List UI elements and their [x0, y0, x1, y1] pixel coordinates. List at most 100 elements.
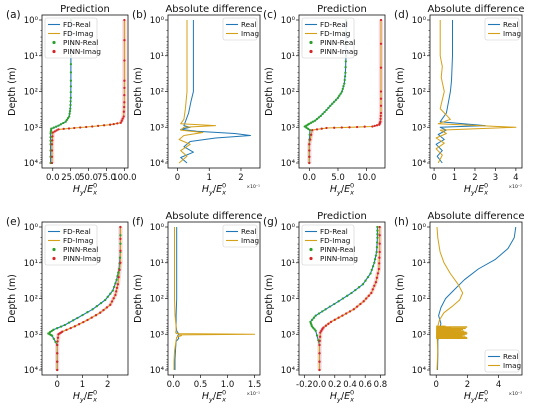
- panel-label: (c): [263, 9, 277, 21]
- series-pinn-imag-point: [375, 276, 379, 279]
- series-pinn-imag-point: [56, 343, 59, 347]
- series-pinn-imag-point: [340, 126, 343, 129]
- series-real-line: [435, 20, 486, 164]
- legend-entry: Imag: [241, 29, 259, 38]
- y-tick-label: 10³: [412, 330, 426, 340]
- series-pinn-real-point: [312, 326, 315, 329]
- series-pinn-real-point: [343, 78, 346, 82]
- series-pinn-real-point: [334, 98, 338, 101]
- x-tick-label: 0: [175, 173, 180, 183]
- x-tick-label: 25.0: [61, 173, 80, 183]
- y-tick-label: 10²: [412, 295, 426, 305]
- y-axis-title: Depth (m): [7, 67, 18, 116]
- plot-area: [47, 225, 123, 372]
- legend-marker: [309, 40, 313, 45]
- y-tick-label: 10²: [24, 88, 38, 98]
- series-pinn-real-point: [49, 135, 52, 139]
- series-pinn-real-point: [49, 139, 52, 142]
- plot-area: [173, 227, 256, 370]
- series-pinn-imag-point: [378, 256, 381, 259]
- series-pinn-real-point: [69, 107, 72, 110]
- series-real-line: [437, 226, 517, 371]
- panel-label: (a): [6, 9, 21, 21]
- series-pinn-imag-point: [62, 127, 65, 131]
- series-pinn-imag-point: [86, 318, 89, 322]
- series-pinn-real-point: [369, 272, 372, 275]
- series-pinn-real-point: [49, 132, 52, 135]
- series-pinn-real-point: [341, 297, 345, 300]
- series-pinn-real-point: [343, 75, 347, 78]
- legend-entry: FD-Imag: [63, 236, 93, 245]
- series-pinn-imag-point: [318, 339, 321, 343]
- series-pinn-real-point: [341, 87, 344, 91]
- series-pinn-imag-point: [379, 114, 382, 118]
- x-tick-label: -0.2: [296, 380, 313, 390]
- legend-entry: FD-Imag: [63, 29, 93, 38]
- series-pinn-real-point: [370, 268, 373, 272]
- legend-box: [301, 17, 355, 59]
- series-pinn-imag-point: [90, 316, 93, 319]
- x-tick-label: 50.0: [79, 173, 98, 183]
- series-pinn-imag-point: [379, 42, 383, 45]
- series-pinn-imag-point: [50, 143, 54, 146]
- panel-g: 10⁰ 10¹ 10² 10³ 10⁴-0.2 0.0 0.2 0.4 0.6 0.8 Predic…: [263, 211, 387, 404]
- legend-entry: FD-Real: [63, 227, 91, 236]
- y-tick-label: 10⁴: [281, 159, 296, 169]
- series-pinn-imag-point: [378, 234, 381, 237]
- y-tick-label: 10²: [281, 88, 295, 98]
- series-pinn-imag-point: [112, 297, 115, 300]
- series-pinn-real-point: [350, 291, 353, 295]
- y-tick-label: 10¹: [150, 259, 164, 269]
- legend-box: [44, 17, 98, 59]
- series-pinn-imag-point: [333, 318, 336, 321]
- series-pinn-real-point: [376, 225, 379, 229]
- legend-entry: PINN-Imag: [63, 47, 101, 56]
- y-axis-title: Depth (m): [264, 67, 275, 116]
- series-pinn-imag-point: [370, 291, 373, 295]
- series-pinn-imag-point: [359, 302, 362, 306]
- x-tick-label: 2: [472, 173, 477, 183]
- series-pinn-imag-point: [355, 125, 359, 129]
- series-pinn-real-point: [99, 301, 103, 305]
- plot-area: [303, 18, 384, 165]
- series-pinn-imag-point: [311, 128, 314, 132]
- legend-box: [222, 224, 258, 248]
- series-pinn-imag-point: [79, 126, 82, 129]
- legend-entry: PINN-Real: [320, 245, 355, 254]
- series-pinn-imag-point: [123, 93, 126, 97]
- series-pinn-real-point: [112, 285, 116, 289]
- series-pinn-real-point: [344, 71, 347, 74]
- series-pinn-real-point: [69, 100, 72, 103]
- series-pinn-real-point: [315, 117, 319, 121]
- panel-b: 10⁰ 10¹ 10² 10³ 10⁴ 0 1 2×10⁻¹ Absolute differen…: [132, 4, 263, 197]
- series-pinn-real-point: [59, 123, 63, 126]
- series-pinn-imag-point: [118, 268, 121, 272]
- legend-entry: FD-Real: [63, 20, 91, 29]
- series-pinn-real-point: [311, 120, 315, 123]
- series-pinn-real-point: [305, 126, 308, 129]
- series-pinn-real-point: [50, 334, 54, 337]
- panel-d: 10⁰ 10¹ 10² 10³ 10⁴ 0 1 2 3 4×10⁻² Absolute differ…: [394, 4, 525, 197]
- x-tick-label: 0: [54, 380, 59, 390]
- series-pinn-real-point: [357, 286, 361, 289]
- series-pinn-real-point: [109, 292, 112, 295]
- series-pinn-real-point: [111, 289, 114, 292]
- legend-entry: Imag: [503, 361, 521, 370]
- series-pinn-real-point: [321, 112, 324, 116]
- y-tick-label: 10¹: [24, 259, 38, 269]
- series-imag-line: [173, 227, 256, 370]
- series-pinn-real-point: [119, 242, 122, 245]
- y-axis-title: Depth (m): [133, 67, 144, 116]
- x-axis-title: Hy/Ex0: [330, 389, 354, 404]
- series-pinn-real-point: [307, 127, 310, 131]
- series-pinn-real-point: [54, 125, 58, 128]
- panel-label: (d): [394, 9, 409, 21]
- x-multiplier: ×10⁻³: [508, 391, 522, 397]
- series-pinn-real-point: [314, 329, 317, 332]
- x-axis-title: Hy/Ex0: [464, 182, 488, 197]
- panel-label: (b): [132, 9, 147, 21]
- series-pinn-imag-point: [374, 281, 378, 284]
- series-pinn-imag-point: [376, 272, 380, 275]
